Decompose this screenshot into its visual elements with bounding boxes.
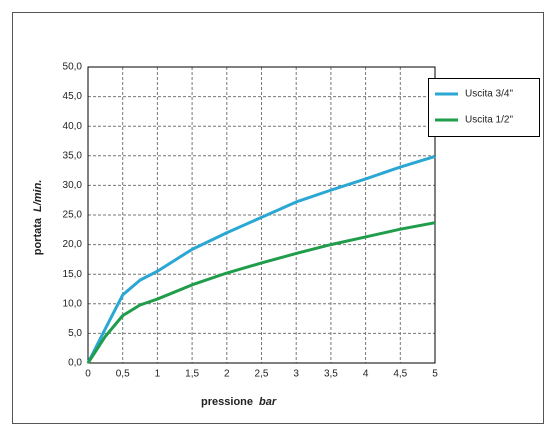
plot-border [87,66,436,364]
y-tick-label: 0,0 [68,358,82,369]
x-tick-label: 5 [432,369,438,380]
y-tick-label: 45,0 [63,91,83,102]
series-line [86,221,436,364]
y-tick-label: 10,0 [63,298,83,309]
x-tick-label: 4 [363,369,369,380]
y-axis-unit: L/min. [32,180,44,212]
series-line [86,154,436,364]
x-tick-label: 2 [224,369,230,380]
y-tick-label: 35,0 [63,150,83,161]
x-tick-label: 4,5 [393,369,407,380]
x-tick-label: 0 [85,369,91,380]
y-tick-label: 25,0 [63,210,83,221]
x-axis-title: pressione [201,396,253,408]
y-tick-label: 15,0 [63,269,83,280]
y-tick-label: 20,0 [63,239,83,250]
legend-label: Uscita 1/2" [465,115,513,126]
x-tick-label: 3,5 [324,369,338,380]
x-axis-unit: bar [259,396,277,408]
x-tick-label: 1 [155,369,161,380]
x-tick-label: 2,5 [255,369,269,380]
x-tick-label: 3 [293,369,299,380]
x-tick-label: 0,5 [116,369,130,380]
y-axis-title: portata [32,217,44,255]
frame [12,12,544,424]
legend-label: Uscita 3/4" [465,89,513,100]
y-tick-label: 40,0 [63,121,83,132]
y-tick-label: 50,0 [63,62,83,73]
x-tick-label: 1,5 [185,369,199,380]
legend-box [428,78,540,137]
y-tick-label: 5,0 [68,328,82,339]
y-tick-label: 30,0 [63,180,83,191]
